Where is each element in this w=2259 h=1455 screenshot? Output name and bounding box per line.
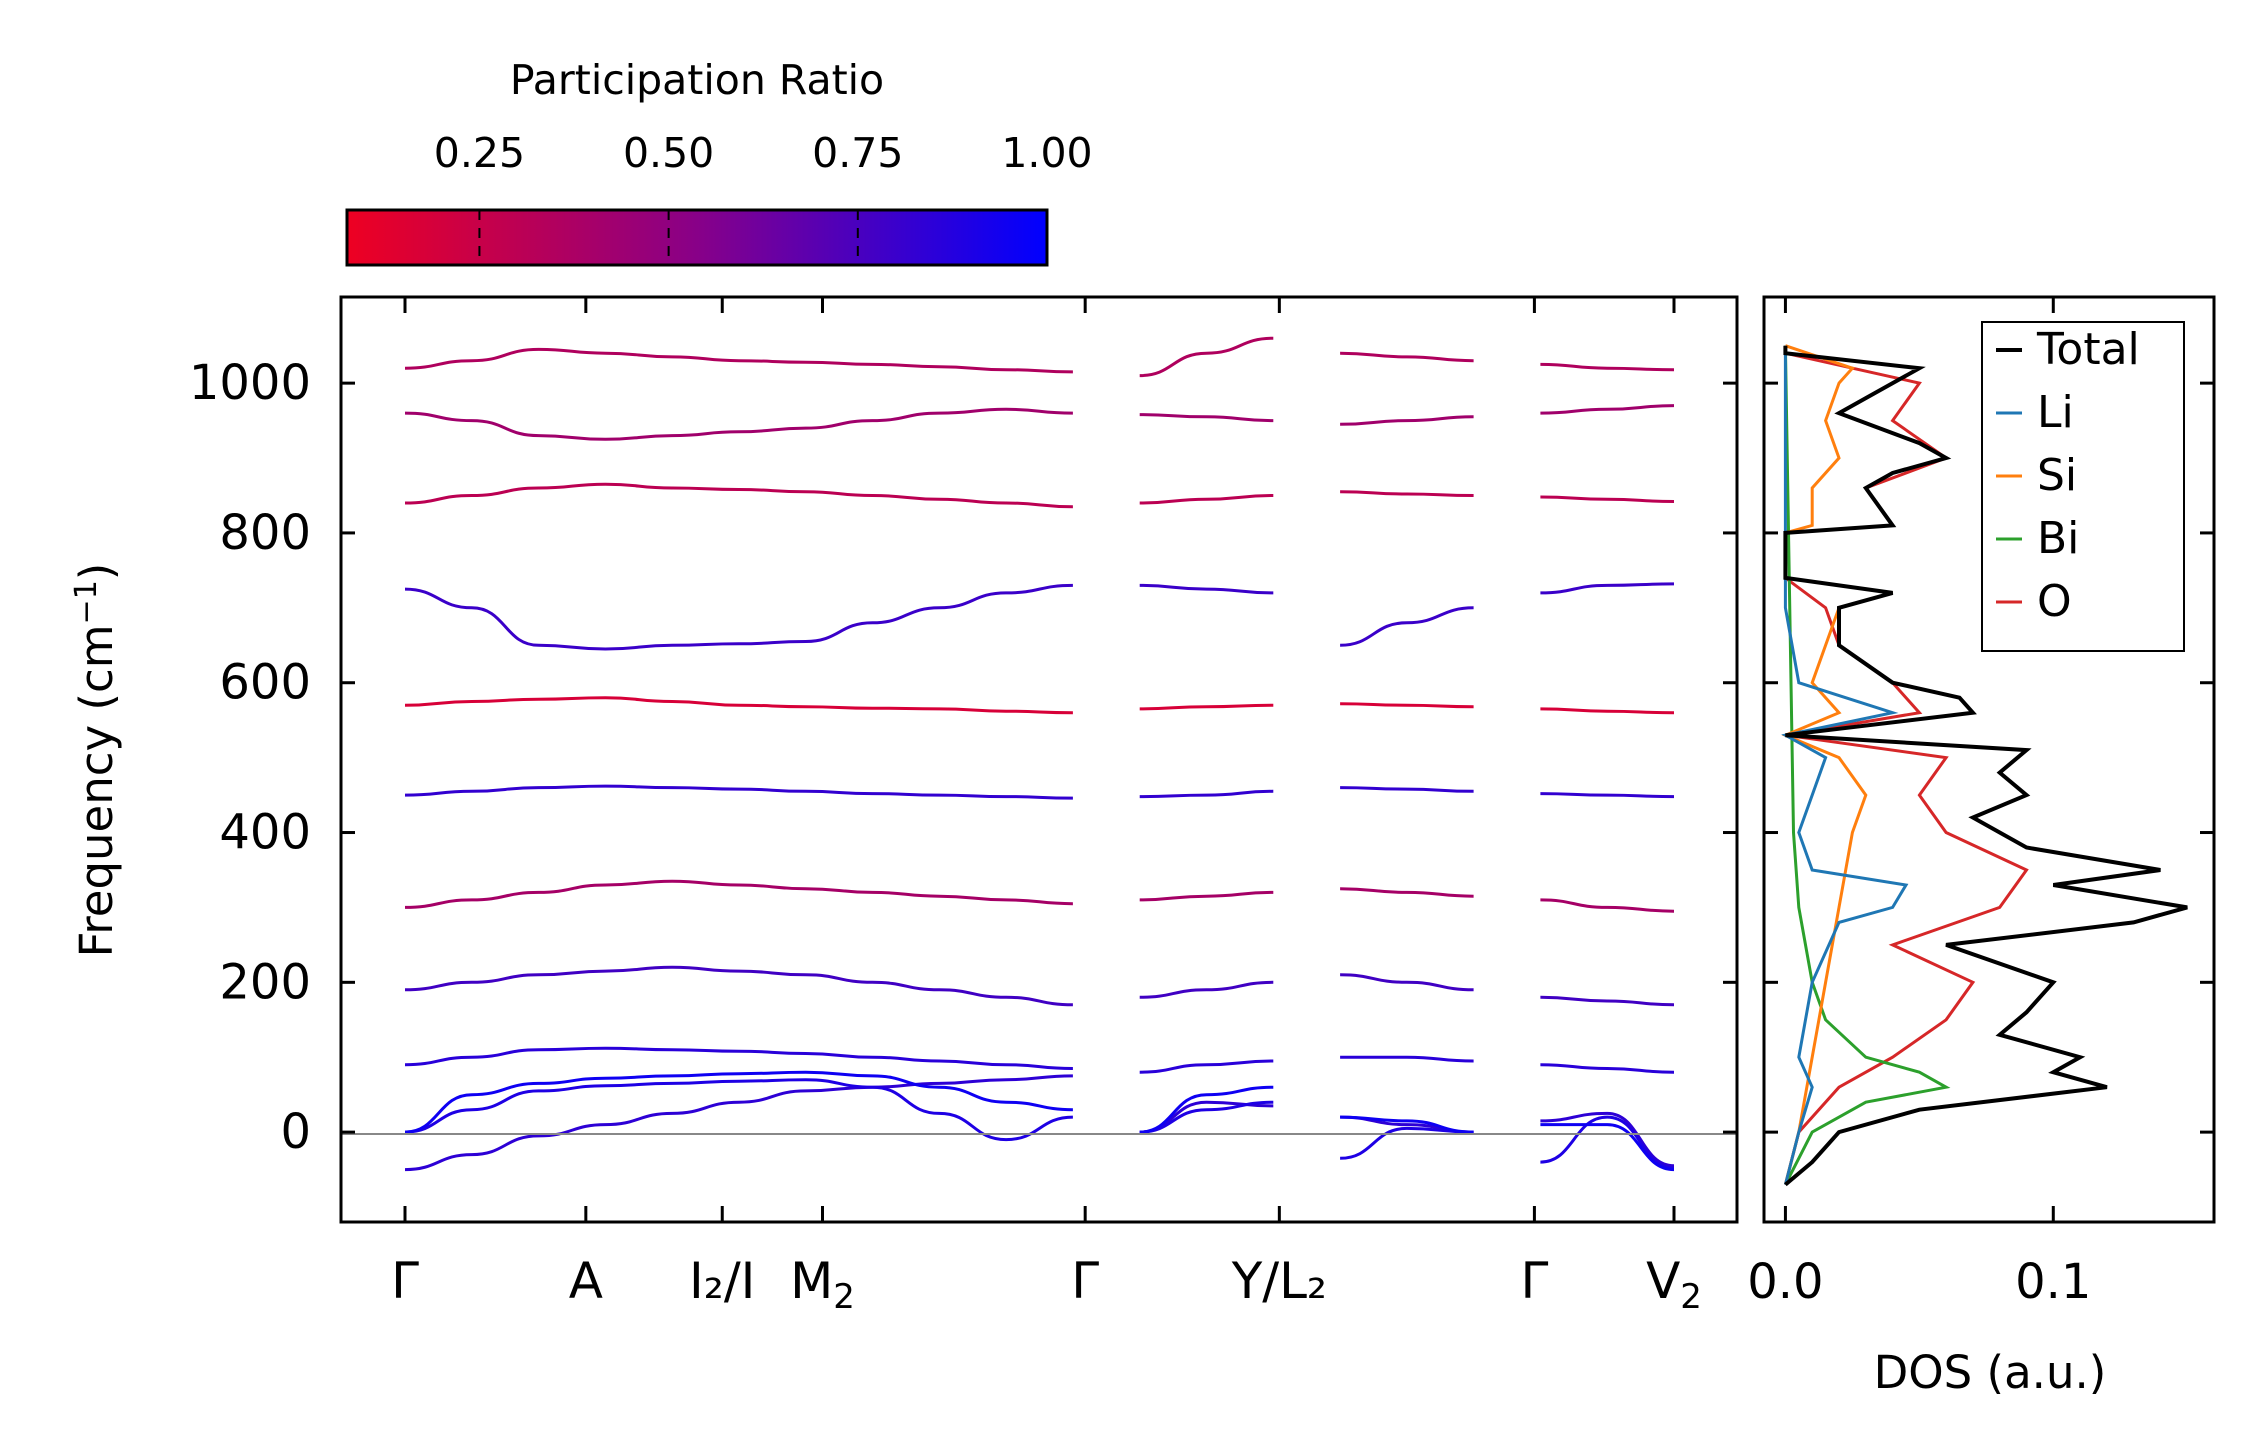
y-tick-label: 400 bbox=[219, 805, 311, 861]
band-line-upper-1 bbox=[404, 696, 1073, 715]
band-line-top-3 bbox=[1340, 490, 1474, 497]
band-line-acoustic-3 bbox=[1340, 1115, 1474, 1134]
band-line-mid-2 bbox=[404, 879, 1073, 909]
band-line-top-2 bbox=[404, 407, 1073, 441]
band-line-acoustic-1 bbox=[404, 1074, 1073, 1172]
band-line-mid-1 bbox=[1340, 973, 1474, 992]
legend-label: Bi bbox=[2037, 513, 2079, 564]
band-line-low-optic bbox=[1139, 1059, 1274, 1074]
dos-series-total bbox=[1783, 345, 2188, 1187]
band-line-mid-2 bbox=[1139, 890, 1274, 902]
band-line-acoustic-2 bbox=[404, 1078, 1073, 1142]
band-line-acoustic-3 bbox=[1540, 1123, 1675, 1172]
band-y-ticks: 0 200 400 600 800 1000 bbox=[189, 355, 1737, 1160]
legend-label: O bbox=[2037, 576, 2072, 627]
dos-x-tick-label: 0.1 bbox=[2015, 1254, 2091, 1310]
band-line-mid-2 bbox=[1540, 898, 1675, 913]
band-line-mid-1 bbox=[404, 965, 1073, 1007]
band-axes-frame bbox=[339, 295, 1739, 1224]
band-line-upper-2 bbox=[1540, 582, 1675, 595]
band-lines bbox=[404, 336, 1675, 1172]
dos-ticks: 0.0 0.1 bbox=[1747, 297, 2214, 1310]
high-symmetry-label: Y/L₂ bbox=[1231, 1252, 1327, 1310]
high-symmetry-label: I₂/I bbox=[689, 1252, 755, 1310]
band-line-top-2 bbox=[1139, 413, 1274, 423]
high-symmetry-label: V2 bbox=[1646, 1252, 1702, 1317]
colorbar-tick-label: 1.00 bbox=[1001, 129, 1092, 177]
high-symmetry-label: Γ bbox=[1071, 1252, 1099, 1310]
band-structure-panel: 0 200 400 600 800 1000 Γ A I₂/I M2 Γ Y/L₂ Γ V2 Frequ… bbox=[69, 295, 1739, 1317]
band-line-top-1 bbox=[404, 347, 1073, 374]
band-line-mid-2 bbox=[1340, 887, 1474, 898]
band-line-upper-2 bbox=[1139, 583, 1274, 595]
high-symmetry-label: A bbox=[569, 1252, 603, 1310]
band-line-mid-3 bbox=[1540, 792, 1675, 799]
high-symmetry-label: Γ bbox=[1520, 1252, 1548, 1310]
legend-label: Li bbox=[2037, 387, 2074, 438]
dos-x-tick-label: 0.0 bbox=[1747, 1254, 1823, 1310]
band-line-mid-1 bbox=[1139, 980, 1274, 999]
y-tick-label: 600 bbox=[219, 655, 311, 711]
dos-series-si bbox=[1781, 344, 1894, 1185]
band-line-top-2 bbox=[1540, 404, 1675, 415]
band-line-top-1 bbox=[1540, 362, 1675, 372]
band-line-upper-1 bbox=[1340, 702, 1474, 709]
band-line-acoustic-3 bbox=[404, 1070, 1073, 1134]
dos-lines bbox=[1781, 344, 2188, 1187]
y-tick-label: 800 bbox=[219, 505, 311, 561]
band-line-upper-2 bbox=[1340, 606, 1474, 647]
high-symmetry-label: M2 bbox=[790, 1252, 855, 1317]
band-line-acoustic-2 bbox=[1340, 1126, 1474, 1160]
high-symmetry-label: Γ bbox=[391, 1252, 419, 1310]
band-line-top-1 bbox=[1139, 336, 1274, 378]
band-line-mid-3 bbox=[1340, 786, 1474, 793]
band-line-top-3 bbox=[404, 482, 1073, 509]
band-line-upper-2 bbox=[404, 583, 1073, 651]
dos-series-bi bbox=[1783, 345, 1951, 1186]
band-line-upper-1 bbox=[1139, 703, 1274, 711]
colorbar-label: Participation Ratio bbox=[510, 56, 884, 104]
dos-panel: 0.0 0.1 DOS (a.u.) Total Li Si Bi O bbox=[1747, 295, 2216, 1399]
band-line-acoustic-3 bbox=[1139, 1085, 1274, 1134]
band-line-acoustic-2 bbox=[1139, 1100, 1274, 1134]
band-line-top-3 bbox=[1139, 494, 1274, 505]
legend-label: Total bbox=[2036, 324, 2140, 375]
band-line-upper-1 bbox=[1540, 707, 1675, 715]
band-line-top-3 bbox=[1540, 495, 1675, 503]
band-line-mid-3 bbox=[1139, 789, 1274, 799]
y-tick-label: 0 bbox=[280, 1104, 311, 1160]
colorbar-ticks: 0.25 0.50 0.75 1.00 bbox=[434, 129, 1093, 265]
legend-box bbox=[1981, 321, 2185, 652]
band-line-mid-3 bbox=[404, 784, 1073, 800]
dos-axes-frame bbox=[1762, 295, 2216, 1224]
legend-label: Si bbox=[2037, 450, 2077, 501]
band-line-acoustic-1 bbox=[1540, 1111, 1675, 1168]
band-y-axis-label: Frequency (cm−1) bbox=[69, 563, 123, 958]
y-tick-label: 1000 bbox=[189, 355, 311, 411]
colorbar-gradient bbox=[345, 208, 1049, 267]
y-tick-label: 200 bbox=[219, 954, 311, 1010]
dos-x-axis-label: DOS (a.u.) bbox=[1874, 1346, 2107, 1399]
colorbar: Participation Ratio 0.25 0.50 0.75 1.00 bbox=[345, 56, 1093, 267]
band-line-mid-1 bbox=[1540, 995, 1675, 1007]
dos-legend: Total Li Si Bi O bbox=[1981, 321, 2185, 652]
band-line-low-optic bbox=[404, 1046, 1073, 1070]
colorbar-tick-label: 0.25 bbox=[434, 129, 525, 177]
band-line-low-optic bbox=[1340, 1055, 1474, 1063]
colorbar-tick-label: 0.75 bbox=[812, 129, 903, 177]
colorbar-tick-label: 0.50 bbox=[623, 129, 714, 177]
band-line-top-1 bbox=[1340, 351, 1474, 363]
band-line-low-optic bbox=[1540, 1063, 1675, 1074]
band-x-ticks: Γ A I₂/I M2 Γ Y/L₂ Γ V2 bbox=[391, 297, 1702, 1317]
dos-series-li bbox=[1781, 345, 1909, 1185]
band-line-top-2 bbox=[1340, 415, 1474, 426]
band-line-acoustic-2 bbox=[1540, 1115, 1675, 1170]
